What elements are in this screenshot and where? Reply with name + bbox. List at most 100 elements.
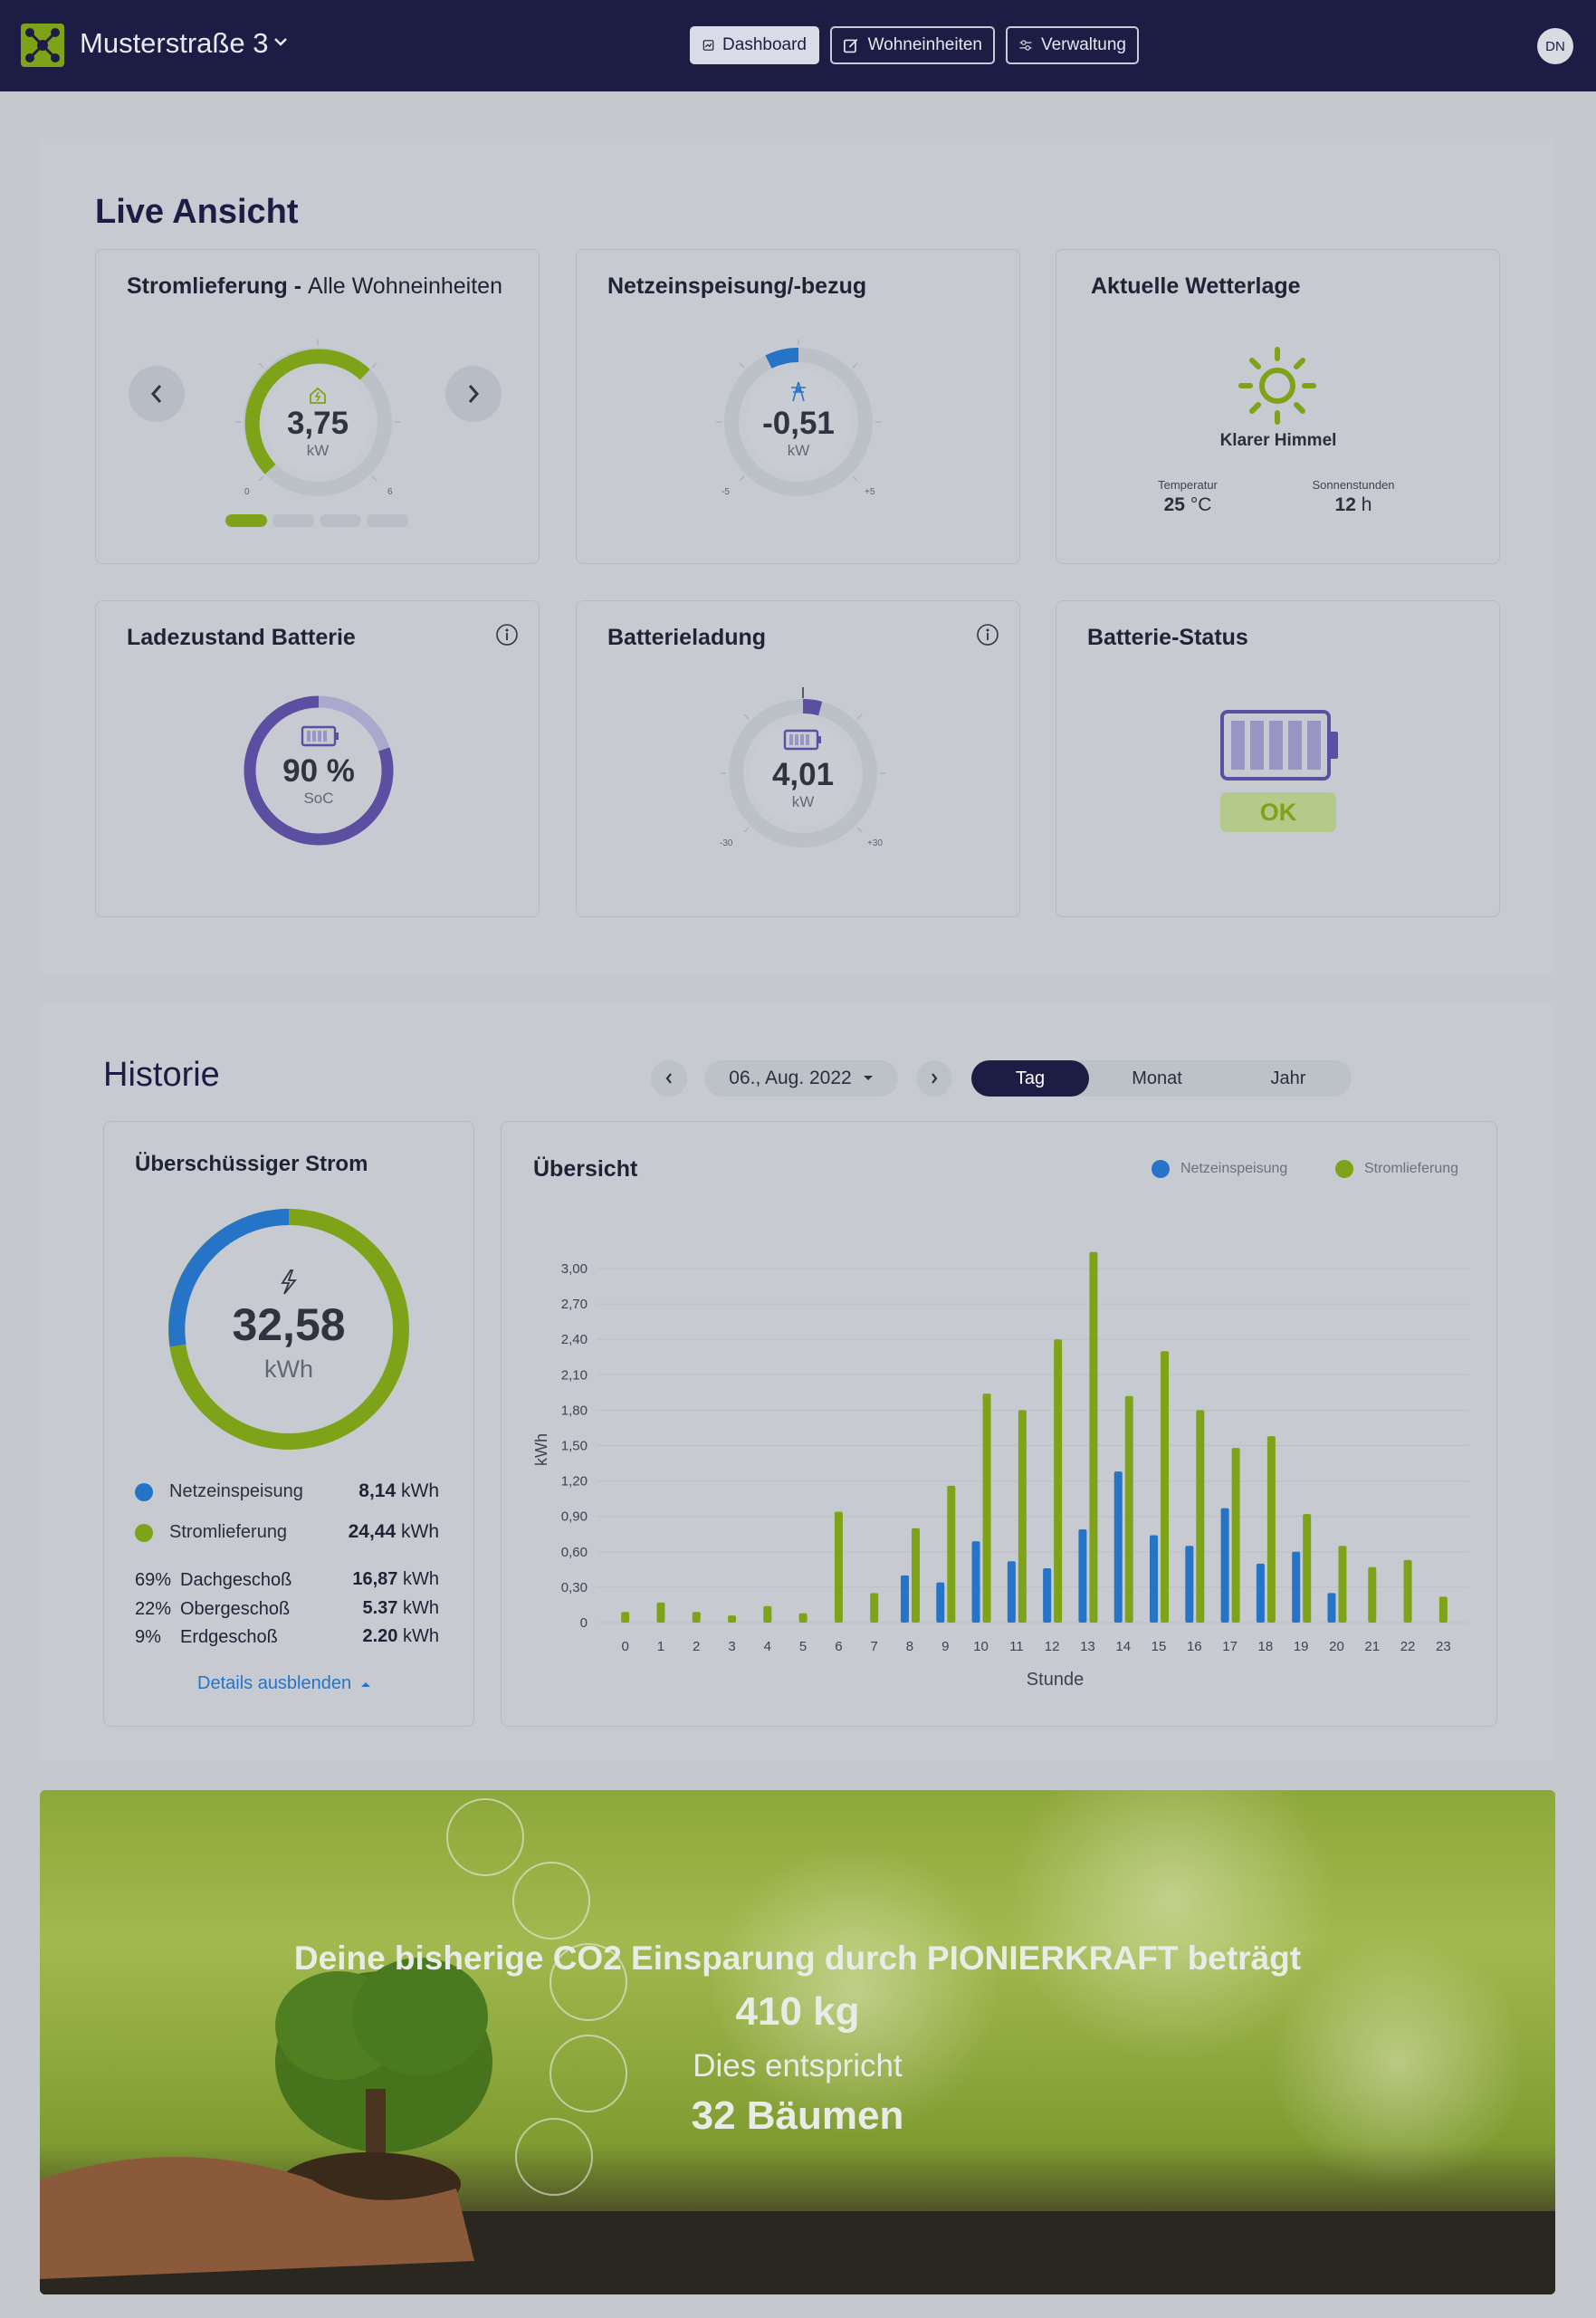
x-tick-label: 15 [1152, 1639, 1167, 1654]
y-tick-label: 1,20 [561, 1474, 588, 1489]
site-name[interactable]: Musterstraße 3 [80, 27, 269, 59]
date-picker[interactable]: 06., Aug. 2022 [704, 1060, 898, 1097]
bar-stromlieferung [763, 1605, 772, 1623]
bar-netzeinspeisung [900, 1575, 909, 1623]
nav-dashboard[interactable]: Dashboard [690, 26, 819, 64]
co2-headline: Deine bisherige CO2 Einsparung durch PIO… [293, 1940, 1302, 1977]
x-tick-label: 17 [1222, 1639, 1238, 1654]
chart-icon [702, 40, 714, 51]
legend-dot [1335, 1160, 1353, 1178]
bar-stromlieferung [1368, 1566, 1377, 1623]
bar-stromlieferung [1196, 1410, 1205, 1623]
page-dot[interactable] [225, 514, 267, 527]
nav-verwaltung[interactable]: Verwaltung [1006, 26, 1139, 64]
tree-hands-illustration [40, 1790, 1555, 2294]
battery-status-card: Batterie-Status OK [1056, 600, 1500, 917]
x-tick-label: 23 [1436, 1639, 1451, 1654]
card-title: Ladezustand Batterie [127, 625, 356, 650]
y-tick-label: 1,80 [561, 1403, 588, 1418]
card-title: Batterie-Status [1087, 625, 1248, 650]
caret-up-icon [361, 1681, 371, 1687]
period-day[interactable]: Tag [971, 1060, 1089, 1097]
bar-netzeinspeisung [1150, 1535, 1159, 1623]
gauge-min: -5 [722, 487, 730, 497]
status-badge: OK [1220, 792, 1336, 832]
gauge-min: 0 [244, 487, 250, 497]
nav-wohneinheiten[interactable]: Wohneinheiten [830, 26, 995, 64]
next-button[interactable] [445, 366, 502, 422]
page-dot[interactable] [320, 514, 361, 527]
bar-netzeinspeisung [1113, 1471, 1123, 1623]
weather-card: Aktuelle Wetterlage Klarer Himmel Temper… [1056, 249, 1500, 564]
bar-netzeinspeisung [971, 1541, 980, 1623]
floor-pct: 9% [135, 1627, 161, 1647]
legend-label: Stromlieferung [169, 1522, 288, 1542]
bar-netzeinspeisung [1007, 1561, 1016, 1623]
caret-down-icon [863, 1076, 873, 1080]
sliders-icon [1019, 40, 1032, 51]
bar-netzeinspeisung [1220, 1508, 1229, 1623]
previous-button[interactable] [129, 366, 185, 422]
x-tick-label: 7 [871, 1639, 878, 1654]
x-tick-label: 22 [1400, 1639, 1416, 1654]
floor-name: Dachgeschoß [180, 1570, 292, 1590]
card-title: Überschüssiger Strom [135, 1152, 368, 1176]
details-label: Details ausblenden [197, 1673, 352, 1693]
overview-chart: 0 0,30 0,60 0,90 1,20 1,50 1,80 2,10 2,40 2,70 3,0… [532, 1251, 1468, 1690]
surplus-card: Überschüssiger Strom 32,58 kWh Netzeinsp… [103, 1121, 474, 1727]
x-tick-label: 10 [973, 1639, 989, 1654]
bar-netzeinspeisung [1292, 1551, 1301, 1623]
chevron-left-icon [150, 385, 162, 403]
info-icon[interactable] [976, 623, 999, 647]
info-icon[interactable] [495, 623, 519, 647]
page-dot[interactable] [272, 514, 314, 527]
bar-stromlieferung [728, 1615, 737, 1623]
battery-charge-gauge [721, 687, 885, 848]
bar-stromlieferung [656, 1602, 665, 1623]
x-tick-label: 0 [621, 1639, 628, 1654]
previous-day-button[interactable] [651, 1060, 687, 1097]
chevron-left-icon [665, 1073, 672, 1084]
legend-label: Stromlieferung [1364, 1161, 1459, 1176]
soc-card: Ladezustand Batterie 90 % SoC [95, 600, 540, 917]
app-logo[interactable] [21, 24, 64, 67]
x-tick-label: 9 [941, 1639, 949, 1654]
floor-name: Erdgeschoß [180, 1627, 278, 1647]
gauge-value: 3,75 [286, 406, 349, 441]
page-dot[interactable] [367, 514, 408, 527]
power-gauge [235, 340, 400, 496]
details-toggle[interactable]: Details ausblenden [197, 1673, 371, 1694]
bar-stromlieferung [834, 1511, 843, 1623]
bar-stromlieferung [870, 1593, 879, 1623]
x-tick-label: 11 [1009, 1639, 1024, 1654]
y-tick-label: 0,30 [561, 1580, 588, 1595]
period-year[interactable]: Jahr [1270, 1068, 1306, 1088]
card-title: Übersicht [533, 1156, 638, 1182]
x-axis-label: Stunde [1027, 1670, 1084, 1690]
bar-netzeinspeisung [1256, 1563, 1265, 1623]
period-month[interactable]: Monat [1132, 1068, 1182, 1088]
next-day-button[interactable] [916, 1060, 952, 1097]
battery-icon [783, 729, 821, 751]
co2-trees: 32 Bäumen [691, 2093, 904, 2138]
stromlieferung-card: Stromlieferung - Alle Wohneinheiten 3,75… [95, 249, 540, 564]
chevron-down-icon[interactable] [272, 33, 290, 51]
pagination-dots[interactable] [225, 514, 408, 527]
legend-stromlieferung: Stromlieferung [135, 1522, 287, 1543]
floor-pct: 22% [135, 1599, 172, 1619]
y-axis-label: kWh [532, 1433, 550, 1466]
user-avatar[interactable]: DN [1537, 28, 1573, 64]
legend-netzeinspeisung: Netzeinspeisung [135, 1481, 303, 1502]
period-selector[interactable]: Tag Monat Jahr [971, 1060, 1352, 1097]
bar-netzeinspeisung [1185, 1546, 1194, 1623]
surplus-value: 32,58 [232, 1299, 346, 1350]
surplus-unit: kWh [264, 1355, 313, 1383]
bar-stromlieferung [1338, 1546, 1347, 1623]
date-label: 06., Aug. 2022 [729, 1068, 852, 1088]
card-title: Aktuelle Wetterlage [1091, 273, 1301, 299]
floor-value: 5.37 kWh [362, 1598, 440, 1618]
y-tick-label: 3,00 [561, 1261, 588, 1277]
bar-stromlieferung [947, 1485, 956, 1623]
legend-label: Netzeinspeisung [1180, 1161, 1288, 1176]
title-bold: Stromlieferung - [127, 273, 309, 299]
